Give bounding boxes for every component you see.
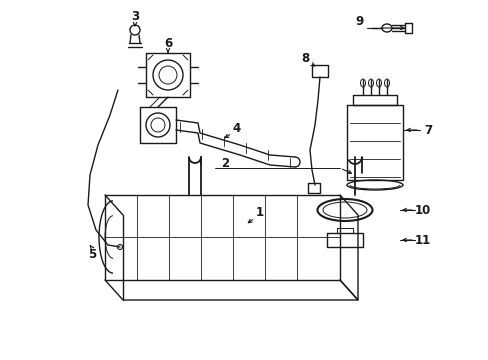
Text: 7: 7	[423, 123, 431, 136]
Text: 8: 8	[300, 51, 308, 64]
Text: 3: 3	[131, 9, 139, 23]
Text: 1: 1	[255, 206, 264, 219]
Text: 9: 9	[355, 14, 364, 27]
Text: 6: 6	[163, 36, 172, 50]
Text: 4: 4	[232, 122, 241, 135]
Text: 5: 5	[88, 248, 96, 261]
Text: 11: 11	[414, 234, 430, 247]
Text: 10: 10	[414, 203, 430, 216]
Text: 2: 2	[221, 157, 228, 170]
